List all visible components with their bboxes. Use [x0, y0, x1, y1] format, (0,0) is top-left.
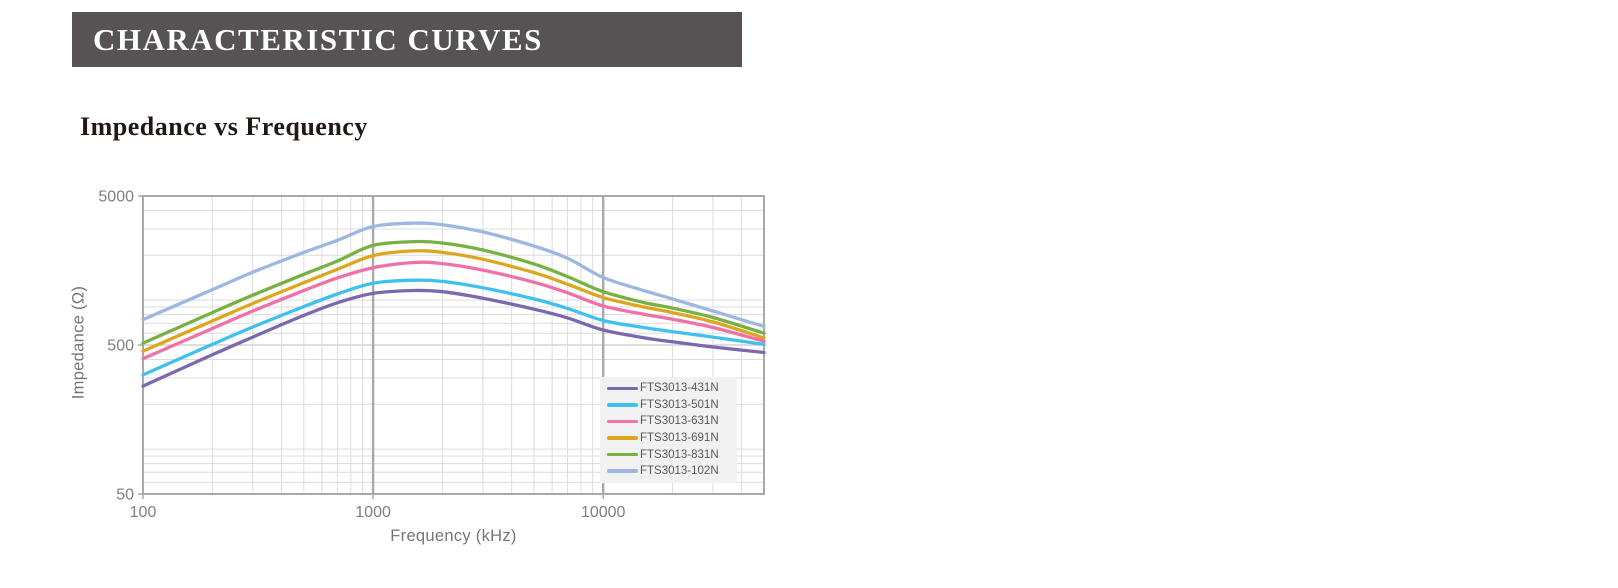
chart-legend: FTS3013-431N FTS3013-501N FTS3013-631N FTS3…	[600, 377, 737, 483]
y-tick-label: 500	[107, 338, 134, 355]
x-tick-label: 1000	[355, 504, 391, 521]
legend-item: FTS3013-831N	[600, 446, 737, 463]
legend-item: FTS3013-501N	[600, 397, 737, 414]
curve-FTS3013-831N	[141, 239, 766, 345]
x-axis-title: Frequency (kHz)	[390, 527, 517, 545]
curve-FTS3013-631N	[141, 260, 766, 361]
legend-series-label: FTS3013-831N	[640, 448, 719, 461]
legend-item: FTS3013-431N	[600, 380, 737, 397]
section-header-title: CHARACTERISTIC CURVES	[93, 22, 543, 57]
plot-area: 100 1000 10000 5000 500 50	[98, 189, 766, 521]
y-tick-label: 5000	[98, 189, 134, 206]
y-axis-title: Impedance (Ω)	[69, 285, 88, 400]
y-tick-label: 50	[116, 487, 134, 504]
curve-FTS3013-691N	[141, 249, 766, 353]
legend-item: FTS3013-102N	[600, 463, 737, 480]
legend-series-label: FTS3013-431N	[640, 382, 719, 395]
legend-series-label: FTS3013-501N	[640, 398, 719, 411]
legend-item: FTS3013-691N	[600, 430, 737, 447]
legend-series-label: FTS3013-691N	[640, 432, 719, 445]
x-tick-label: 100	[130, 504, 157, 521]
legend-series-label: FTS3013-631N	[640, 415, 719, 428]
curve-FTS3013-501N	[141, 278, 766, 377]
curve-FTS3013-431N	[141, 288, 766, 388]
legend-line-swatch	[607, 452, 638, 457]
x-tick-label: 10000	[581, 504, 626, 521]
legend-line-swatch	[607, 403, 638, 407]
legend-line-swatch	[607, 386, 638, 391]
legend-item: FTS3013-631N	[600, 413, 737, 430]
legend-line-swatch	[607, 436, 638, 440]
legend-line-swatch	[607, 419, 638, 424]
chart-title: Impedance vs Frequency	[80, 112, 368, 141]
impedance-frequency-chart: 100 1000 10000 5000 500 50 Frequency (kHz) Im…	[60, 165, 800, 575]
legend-series-label: FTS3013-102N	[640, 465, 719, 478]
legend-line-swatch	[607, 469, 638, 474]
curve-FTS3013-102N	[141, 221, 766, 329]
section-header-banner: CHARACTERISTIC CURVES	[72, 12, 742, 67]
